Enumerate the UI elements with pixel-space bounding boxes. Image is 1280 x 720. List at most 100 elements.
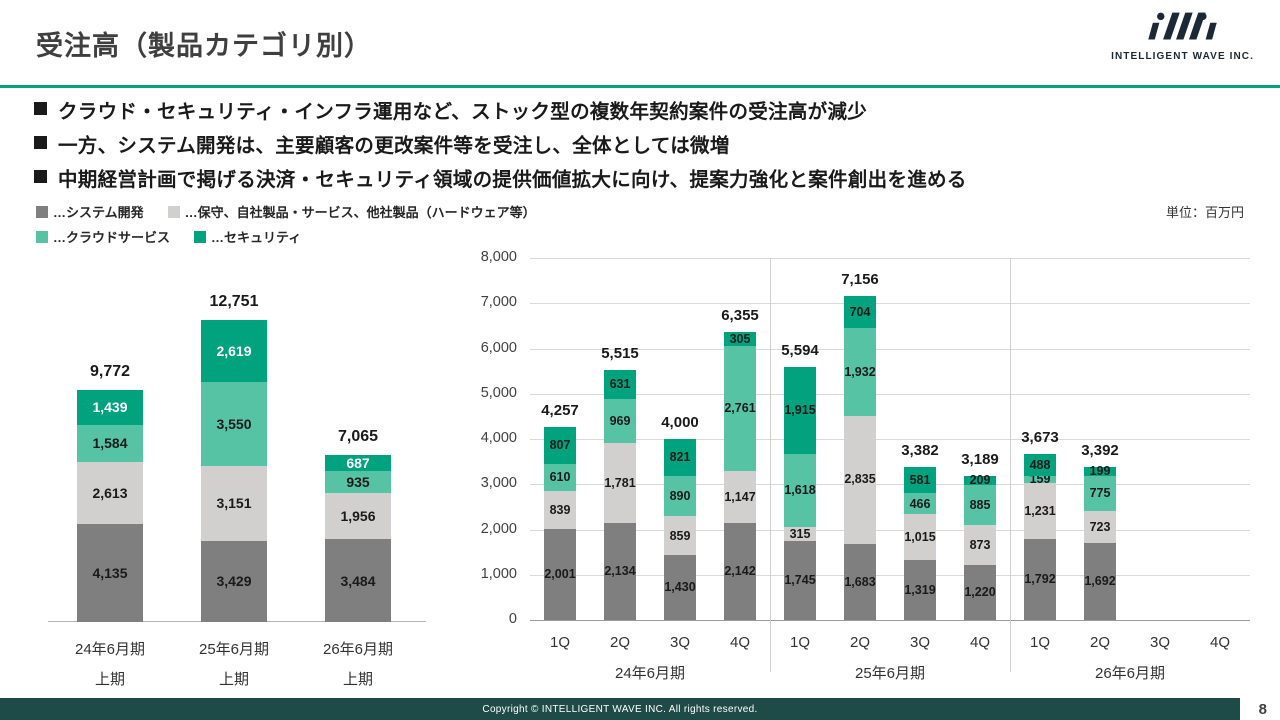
segment-value-label: 2,835 <box>844 472 876 487</box>
segment-value-label: 935 <box>346 473 370 490</box>
segment-value-label: 610 <box>549 470 571 485</box>
legend-label: …セキュリティ <box>211 230 302 245</box>
axis-quarter-label: 1Q <box>549 634 570 651</box>
segment-value-label: 1,220 <box>964 585 996 600</box>
bar-segment: 2,761 <box>724 346 756 472</box>
gridline <box>530 439 1250 440</box>
bar-segment: 305 <box>724 332 756 347</box>
bar-segment: 859 <box>664 516 696 556</box>
total-value-label: 3,189 <box>961 450 999 468</box>
total-value-label: 4,000 <box>661 414 699 431</box>
bullet-square-icon <box>34 170 47 183</box>
bullet-square-icon <box>34 102 47 115</box>
bar-segment: 4,135 <box>77 524 143 622</box>
total-value-label: 7,156 <box>841 271 879 289</box>
segment-value-label: 704 <box>849 304 871 319</box>
bar-segment: 969 <box>604 398 636 443</box>
copyright-text: Copyright © INTELLIGENT WAVE INC. All ri… <box>482 703 758 715</box>
legend-area: …システム開発 …保守、自社製品・サービス、他社製品（ハードウェア等） …クラウドサ… <box>36 202 1244 246</box>
legend-item: …システム開発 <box>36 202 144 221</box>
bar-segment: 723 <box>1084 510 1116 544</box>
bar-segment: 1,956 <box>325 493 391 540</box>
segment-value-label: 1,015 <box>904 530 936 545</box>
y-axis-tick-label: 1,000 <box>480 565 517 582</box>
bar-segment: 3,429 <box>201 540 267 622</box>
segment-value-label: 1,745 <box>784 573 816 588</box>
bar-segment: 315 <box>784 526 816 542</box>
bar-segment: 1,319 <box>904 560 936 620</box>
axis-category-label: 24年6月期 <box>74 641 146 658</box>
bar-segment: 159 <box>1024 473 1056 485</box>
gridline <box>530 303 1250 305</box>
bullet-square-icon <box>34 136 47 149</box>
y-axis-tick-label: 7,000 <box>480 294 517 311</box>
segment-value-label: 821 <box>669 450 691 465</box>
y-axis-tick-label: 4,000 <box>480 430 517 446</box>
segment-value-label: 1,781 <box>604 475 636 490</box>
bar-segment: 885 <box>964 485 996 526</box>
bar-segment: 775 <box>1084 475 1116 511</box>
segment-value-label: 488 <box>1029 457 1051 472</box>
gridline <box>530 348 1250 350</box>
total-value-label: 7,065 <box>337 427 379 445</box>
segment-value-label: 1,692 <box>1084 574 1116 589</box>
company-name: INTELLIGENT WAVE INC. <box>1111 51 1254 62</box>
bar-segment: 2,835 <box>844 415 876 544</box>
segment-value-label: 3,484 <box>340 572 376 589</box>
legend-swatch-icon <box>167 205 180 218</box>
bar-segment: 1,147 <box>724 471 756 524</box>
segment-value-label: 2,761 <box>724 401 756 416</box>
quarterly-bar-chart: 0 1,000 2,000 3,000 4,000 5,000 6,000 7,000 8,00… <box>455 248 1270 690</box>
segment-value-label: 859 <box>669 528 691 543</box>
segment-value-label: 1,915 <box>784 402 816 417</box>
segment-value-label: 890 <box>669 489 691 504</box>
legend-item: …保守、自社製品・サービス、他社製品（ハードウェア等） <box>167 202 536 221</box>
segment-value-label: 1,584 <box>92 435 128 452</box>
segment-value-label: 2,001 <box>544 567 576 582</box>
total-value-label: 4,257 <box>541 402 579 420</box>
gridline <box>530 258 1250 259</box>
legend-swatch-icon <box>194 230 207 243</box>
total-value-label: 3,382 <box>901 441 939 459</box>
axis-year-label: 24年6月期 <box>614 665 686 682</box>
total-value-label: 5,594 <box>781 341 819 359</box>
bar-segment: 1,439 <box>77 390 143 425</box>
bar-segment: 1,915 <box>784 366 816 454</box>
bar-segment: 704 <box>844 296 876 329</box>
total-value-label: 3,673 <box>1021 428 1059 446</box>
bar-segment: 890 <box>664 476 696 517</box>
bar-segment: 2,134 <box>604 523 636 620</box>
segment-value-label: 199 <box>1089 463 1111 478</box>
axis-category-label: 25年6月期 <box>198 641 270 658</box>
total-value-label: 12,751 <box>209 292 259 310</box>
bullet-text: クラウド・セキュリティ・インフラ運用など、ストック型の複数年契約案件の受注高が減… <box>58 101 868 123</box>
title-divider <box>0 85 1280 88</box>
bar-segment: 687 <box>325 454 391 471</box>
gridline <box>530 529 1250 531</box>
axis-year-label: 26年6月期 <box>1094 665 1166 682</box>
segment-value-label: 305 <box>729 332 751 347</box>
total-value-label: 3,392 <box>1081 441 1119 459</box>
company-logo: INTELLIGENT WAVE INC. <box>1111 8 1254 62</box>
y-axis-tick-label: 6,000 <box>480 339 517 356</box>
gridline <box>530 393 1250 395</box>
axis-quarter-label: 4Q <box>729 634 750 651</box>
summary-bullets: クラウド・セキュリティ・インフラ運用など、ストック型の複数年契約案件の受注高が減… <box>34 95 1260 197</box>
segment-value-label: 2,142 <box>724 564 756 579</box>
segment-value-label: 631 <box>609 377 631 392</box>
bar-segment: 1,683 <box>844 543 876 620</box>
total-value-label: 5,515 <box>601 345 639 363</box>
half-year-bar-chart: 4,135 2,613 1,584 1,439 9,772 24年6月期 上期 3,429 3,… <box>40 250 435 690</box>
segment-value-label: 581 <box>909 472 931 487</box>
footer-bar: Copyright © INTELLIGENT WAVE INC. All ri… <box>0 698 1240 720</box>
segment-value-label: 775 <box>1089 485 1111 500</box>
bar-segment: 610 <box>544 463 576 492</box>
axis-quarter-label: 2Q <box>849 634 870 651</box>
segment-value-label: 839 <box>549 503 571 518</box>
bullet-item: 中期経営計画で掲げる決済・セキュリティ領域の提供価値拡大に向け、提案力強化と案件… <box>34 163 1260 192</box>
bullet-text: 一方、システム開発は、主要顧客の更改案件等を受注し、全体としては微増 <box>58 135 730 157</box>
segment-value-label: 2,134 <box>604 564 636 579</box>
bar-segment: 466 <box>904 493 936 515</box>
axis-category-label: 上期 <box>218 671 249 688</box>
